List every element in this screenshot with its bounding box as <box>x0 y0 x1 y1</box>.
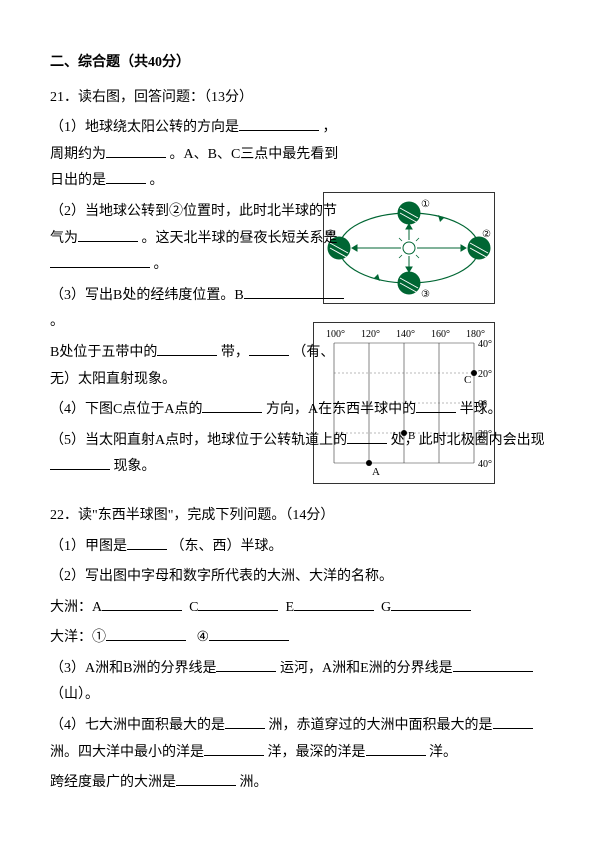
q22-intro: 22．读"东西半球图"，完成下列问题。（14分） <box>50 503 545 530</box>
q22-2: （2）写出图中字母和数字所代表的大洲、大洋的名称。 <box>50 564 545 591</box>
q22-continents: 大洲：A C E G <box>50 595 545 622</box>
q21-5: （5）当太阳直射A点时，地球位于公转轨道上的 处，此时北极圈内会出现 现象。 <box>50 428 545 481</box>
section-title: 二、综合题（共40分） <box>50 50 545 77</box>
q21-intro: 21．读右图，回答问题：（13分） <box>50 85 545 112</box>
q22-1: （1）甲图是 （东、西）半球。 <box>50 534 545 561</box>
q22-3: （3）A洲和B洲的分界线是 运河，A洲和E洲的分界线是 （山）。 <box>50 656 545 709</box>
q21-2: （2）当地球公转到②位置时，此时北半球的节气为 。这天北半球的昼夜长短关系是 。 <box>50 199 545 279</box>
q21-4: （4）下图C点位于A点的 方向，A在东西半球中的 半球。 <box>50 397 545 424</box>
q22-oceans: 大洋：① ④ <box>50 625 545 652</box>
q21-3b: B处位于五带中的 带， （有、无）太阳直射现象。 <box>50 340 545 393</box>
q21-3: （3）写出B处的经纬度位置。B 。 <box>50 283 545 336</box>
q22-4b: 跨经度最广的大洲是 洲。 <box>50 770 545 797</box>
q21-1: （1）地球绕太阳公转的方向是 ，周期约为 。A、B、C三点中最先看到日出的是 。 <box>50 115 545 195</box>
q22-4: （4）七大洲中面积最大的是 洲，赤道穿过的大洲中面积最大的是 洲。四大洋中最小的… <box>50 713 545 766</box>
